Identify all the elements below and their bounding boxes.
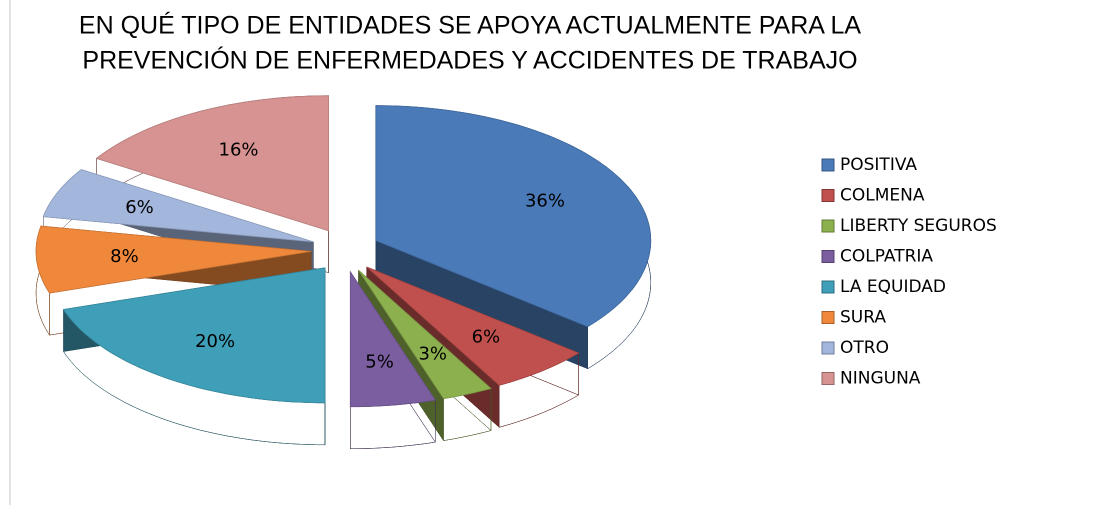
chart-title: EN QUÉ TIPO DE ENTIDADES SE APOYA ACTUAL…	[79, 11, 861, 40]
value-label: 8%	[110, 246, 139, 267]
value-label: 6%	[125, 197, 154, 218]
legend-label: LA EQUIDAD	[840, 277, 946, 297]
value-label: 20%	[195, 331, 235, 352]
legend-swatch	[821, 158, 835, 172]
legend-swatch	[821, 219, 835, 233]
slice	[349, 270, 436, 408]
legend-swatch	[821, 250, 835, 263]
slice	[42, 169, 314, 243]
slice	[366, 266, 580, 386]
slice	[95, 95, 329, 232]
legend-label: NINGUNA	[840, 369, 921, 389]
legend-label: OTRO	[840, 338, 889, 358]
legend-label: COLMENA	[840, 186, 925, 206]
legend-swatch	[821, 341, 835, 355]
legend-label: POSITIVA	[840, 155, 917, 175]
slice	[35, 225, 312, 294]
slice	[62, 267, 326, 404]
value-label: 36%	[525, 191, 565, 212]
legend-label: SURA	[840, 308, 886, 328]
slice	[375, 105, 652, 328]
value-label: 16%	[219, 139, 259, 160]
legend-label: LIBERTY SEGUROS	[840, 216, 997, 236]
value-label: 3%	[418, 343, 447, 364]
legend-swatch	[821, 372, 835, 385]
legend-swatch	[821, 311, 835, 324]
value-label: 6%	[472, 327, 501, 348]
legend-swatch	[821, 189, 835, 202]
value-label: 5%	[365, 351, 394, 372]
chart-title: PREVENCIÓN DE ENFERMEDADES Y ACCIDENTES …	[82, 46, 857, 75]
slice	[358, 269, 492, 400]
legend-label: COLPATRIA	[840, 247, 933, 267]
legend-swatch	[821, 280, 835, 294]
